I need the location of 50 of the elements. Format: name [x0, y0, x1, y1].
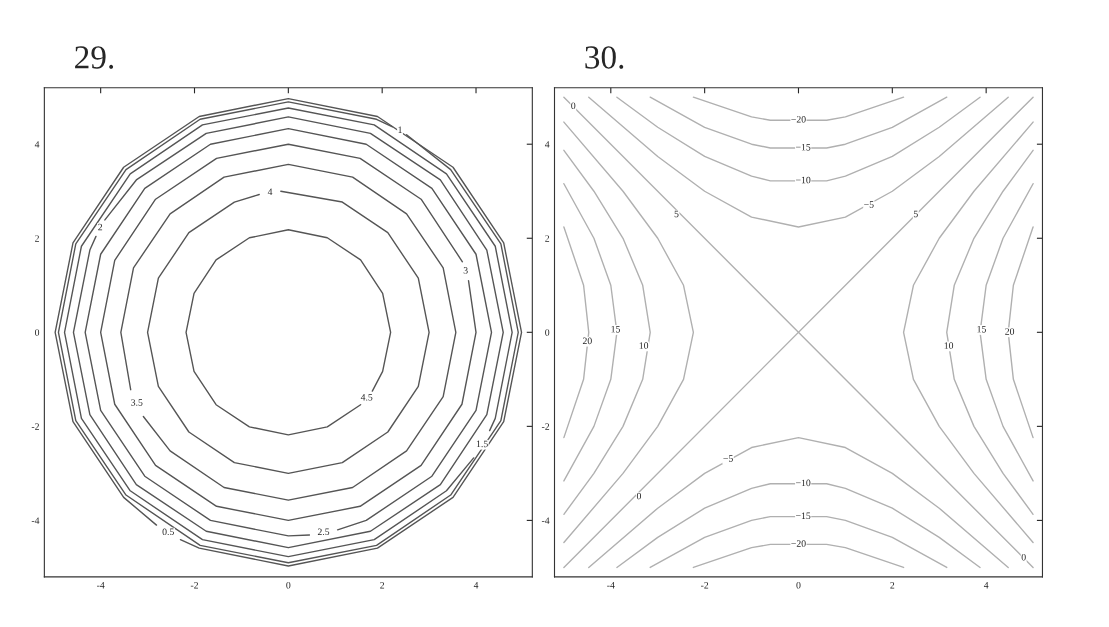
annotation: 20	[582, 337, 592, 345]
x-tick-label: 4	[473, 582, 479, 589]
y-tick-label: 2	[545, 235, 550, 242]
annotation: 2	[98, 223, 103, 231]
y-tick-label: -2	[541, 423, 550, 430]
y-tick-label: -4	[31, 517, 40, 524]
annotation: 4	[267, 188, 273, 195]
annotation: 3	[463, 267, 468, 274]
annotation: 5	[913, 210, 918, 218]
y-tick-label: 2	[35, 235, 39, 242]
annotation: 0.5	[162, 528, 174, 536]
x-tick-label: 4	[983, 582, 989, 589]
annotation: 10	[944, 342, 954, 349]
chart-title: 29.	[75, 46, 114, 69]
annotation: 10	[639, 342, 649, 349]
annotation: −5	[723, 455, 733, 462]
chart-title: 30.	[585, 46, 624, 69]
annotation: 4.5	[360, 394, 373, 401]
annotation: 1.5	[476, 440, 488, 448]
annotation: 0	[636, 492, 642, 500]
x-tick-label: 2	[380, 582, 385, 589]
annotation: 15	[611, 325, 620, 333]
x-tick-label: -2	[700, 582, 709, 589]
x-tick-label: -4	[96, 582, 105, 589]
x-tick-label: 0	[796, 581, 801, 589]
y-tick-label: 0	[545, 329, 550, 336]
annotation: −15	[796, 143, 811, 151]
x-tick-label: 2	[890, 582, 895, 589]
x-tick-label: -4	[607, 582, 615, 589]
annotation: 5	[674, 210, 679, 218]
annotation: 15	[977, 325, 986, 333]
annotation: 0	[1021, 553, 1026, 561]
y-tick-label: 4	[544, 141, 550, 148]
y-tick-label: -4	[541, 517, 550, 524]
annotation: −5	[864, 201, 874, 208]
annotation: 20	[1005, 328, 1015, 335]
x-tick-label: 0	[286, 581, 291, 589]
annotation: 2.5	[317, 528, 330, 536]
annotation: −10	[796, 479, 811, 487]
annotation: −15	[796, 512, 811, 520]
annotation: 0	[571, 102, 576, 110]
annotation: −20	[791, 116, 806, 123]
annotation: −20	[791, 540, 806, 547]
annotation: 3.5	[131, 399, 143, 406]
annotation: 1	[398, 126, 402, 133]
y-tick-label: -2	[31, 423, 39, 430]
x-tick-label: -2	[190, 582, 199, 589]
y-tick-label: 0	[35, 329, 40, 336]
annotation: −10	[796, 176, 811, 184]
y-tick-label: 4	[34, 141, 40, 148]
